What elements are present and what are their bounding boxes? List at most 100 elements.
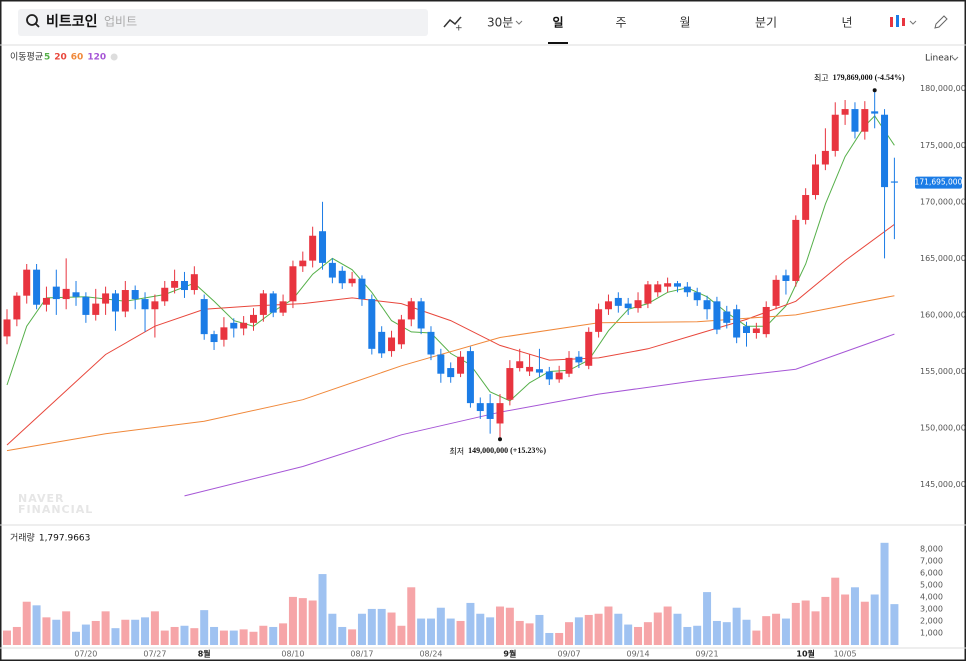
volume-bar xyxy=(732,607,741,645)
volume-bar xyxy=(486,617,495,645)
candle-body xyxy=(851,109,859,132)
chevron[interactable] xyxy=(951,56,959,61)
candle-body xyxy=(13,295,21,320)
candle-body xyxy=(62,288,70,300)
extreme-label: 최저 xyxy=(449,446,464,456)
volume-bar xyxy=(703,592,712,645)
x-tick-label: 09/21 xyxy=(696,650,719,659)
chevron[interactable] xyxy=(515,20,523,25)
volume-bar xyxy=(141,617,150,645)
search-box[interactable] xyxy=(18,9,428,36)
volume-bar xyxy=(781,618,790,645)
moving-average-line xyxy=(184,333,895,497)
y-tick-label: 1,000 xyxy=(920,628,943,637)
candle-body xyxy=(565,357,573,374)
volume-bar xyxy=(446,618,455,645)
volume-bar xyxy=(663,606,672,645)
y-tick-label: 8,000 xyxy=(920,544,943,553)
volume-bar xyxy=(841,594,850,645)
y-tick-label: 5,000 xyxy=(920,580,943,589)
candle-body xyxy=(33,269,41,305)
chevron[interactable] xyxy=(909,20,917,25)
search-text[interactable]: 비트코인 xyxy=(46,13,98,30)
volume-bar xyxy=(515,620,524,645)
candle-body xyxy=(752,328,760,333)
y-tick-label: 150,000,000 xyxy=(920,424,966,433)
volume-bar xyxy=(160,630,169,645)
y-tick-label: 4,000 xyxy=(920,592,943,601)
volume-bar xyxy=(249,631,258,645)
candle-body xyxy=(338,270,346,284)
legend-settings[interactable] xyxy=(110,53,118,61)
candle-body xyxy=(102,293,110,304)
candle-body xyxy=(871,111,879,114)
candle-icon[interactable] xyxy=(902,18,905,26)
volume-bar xyxy=(318,574,327,645)
candle-body xyxy=(812,164,820,196)
candle-body xyxy=(141,299,149,310)
active-tab-underline xyxy=(548,42,568,44)
candle-body xyxy=(72,292,80,297)
candle-body xyxy=(526,366,534,372)
candle-body xyxy=(299,260,307,267)
candle-body xyxy=(890,181,898,183)
candle-body xyxy=(654,284,662,293)
candle-icon[interactable] xyxy=(896,15,899,27)
volume-bar xyxy=(387,612,396,645)
chart-type-icon[interactable] xyxy=(443,16,462,28)
interval-select[interactable]: 30분 xyxy=(487,16,513,30)
volume-bar xyxy=(811,611,820,645)
candle-body xyxy=(92,303,100,315)
volume-bar xyxy=(200,610,209,645)
period-tab[interactable]: 년 xyxy=(841,16,852,30)
candle-body xyxy=(575,356,583,363)
volume-bar xyxy=(101,611,110,645)
volume-bar xyxy=(72,631,81,645)
candle-body xyxy=(279,301,287,313)
volume-bar xyxy=(594,613,603,645)
period-tab[interactable]: 분기 xyxy=(755,16,777,30)
volume-bar xyxy=(604,606,613,645)
candle-body xyxy=(328,262,336,278)
candle-body xyxy=(358,278,366,300)
volume-bar xyxy=(81,624,90,645)
volume-bar xyxy=(367,608,376,645)
candle-icon[interactable] xyxy=(890,17,893,27)
scale-select[interactable]: Linear xyxy=(925,54,953,64)
candle-body xyxy=(831,114,839,151)
search-icon[interactable] xyxy=(34,22,40,28)
period-tab[interactable]: 월 xyxy=(679,16,690,30)
volume-bar xyxy=(496,606,504,645)
candle-body xyxy=(210,334,218,343)
candle-body xyxy=(190,274,198,291)
period-tab[interactable]: 주 xyxy=(615,16,626,30)
search-placeholder[interactable]: 업비트 xyxy=(104,15,137,29)
volume-bar xyxy=(12,626,21,645)
search-icon[interactable] xyxy=(26,14,38,26)
y-tick-label: 2,000 xyxy=(920,616,943,625)
candle-body xyxy=(319,231,327,263)
volume-bar xyxy=(22,601,31,645)
candle-body xyxy=(595,309,603,332)
candle-body xyxy=(111,293,119,312)
candle-body xyxy=(368,299,376,349)
candle-body xyxy=(476,403,484,412)
candle-body xyxy=(466,351,474,404)
volume-bar xyxy=(288,596,297,645)
draw-icon[interactable] xyxy=(934,15,948,29)
chart-type-icon[interactable]: + xyxy=(455,24,463,34)
candle-body xyxy=(604,301,612,310)
candle-body xyxy=(535,369,543,373)
current-price-tag xyxy=(915,176,962,189)
period-tab[interactable]: 일 xyxy=(552,16,563,30)
candle-body xyxy=(437,354,445,374)
volume-bar xyxy=(426,618,435,645)
volume-bar xyxy=(121,619,130,645)
candle-body xyxy=(693,292,701,301)
volume-bar xyxy=(821,596,830,645)
volume-bar xyxy=(653,612,662,645)
legend-entry: 120 xyxy=(87,53,106,63)
watermark: NAVER xyxy=(18,492,64,505)
volume-bar xyxy=(870,594,879,645)
